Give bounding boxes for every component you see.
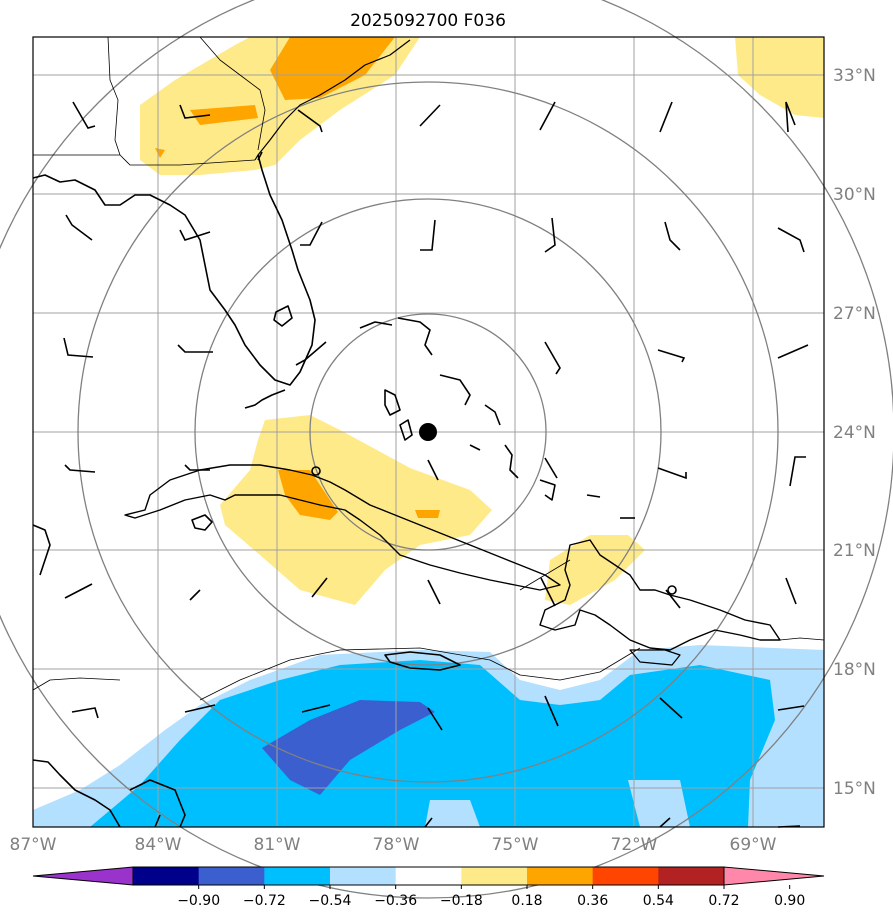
negative-anomaly-fill — [33, 645, 824, 827]
coastlines — [32, 36, 825, 828]
colorbar-segment — [658, 867, 725, 885]
positive-anomaly-fill — [140, 37, 824, 605]
colorbar-tick-label: 0.36 — [577, 893, 608, 909]
lon-label: 87°W — [10, 835, 57, 855]
colorbar-tick-label: 0.90 — [774, 893, 805, 909]
lat-label: 18°N — [833, 660, 876, 680]
lat-label: 33°N — [833, 66, 876, 86]
lon-label: 72°W — [611, 835, 658, 855]
latitude-labels: 33°N 30°N 27°N 24°N 21°N 18°N 15°N — [833, 66, 876, 799]
colorbar-segment — [461, 867, 528, 885]
range-rings — [0, 0, 893, 899]
storm-center-marker — [419, 423, 437, 441]
map-title: 2025092700 F036 — [350, 11, 506, 31]
colorbar-segment — [264, 867, 331, 885]
lat-label: 27°N — [833, 304, 876, 324]
colorbar-tick-label: −0.54 — [309, 893, 352, 909]
colorbar-segment — [198, 867, 265, 885]
lon-label: 69°W — [730, 835, 777, 855]
map-panel — [0, 0, 893, 899]
lon-label: 75°W — [492, 835, 539, 855]
colorbar-tick-label: −0.90 — [177, 893, 220, 909]
colorbar-tick-label: −0.36 — [374, 893, 417, 909]
colorbar-extend-low — [32, 866, 134, 886]
lon-label: 81°W — [254, 835, 301, 855]
lat-label: 21°N — [833, 541, 876, 561]
colorbar-tick-label: −0.72 — [243, 893, 286, 909]
colorbar-extend-high — [723, 866, 825, 886]
longitude-labels: 87°W 84°W 81°W 78°W 75°W 72°W 69°W — [10, 835, 777, 855]
lon-label: 78°W — [373, 835, 420, 855]
lat-label: 15°N — [833, 779, 876, 799]
colorbar: −0.90 −0.72 −0.54 −0.36 −0.18 0.18 0.36 0.54 0.7… — [32, 866, 825, 909]
lat-label: 24°N — [833, 423, 876, 443]
colorbar-tick-label: 0.18 — [511, 893, 542, 909]
colorbar-segment — [395, 867, 462, 885]
map-frame — [32, 36, 825, 828]
colorbar-segment — [133, 867, 200, 885]
colorbar-segment — [592, 867, 659, 885]
colorbar-segment — [527, 867, 594, 885]
lat-label: 30°N — [833, 185, 876, 205]
colorbar-tick-label: 0.72 — [708, 893, 739, 909]
colorbar-tick-label: −0.18 — [440, 893, 483, 909]
wind-barbs — [63, 101, 809, 828]
colorbar-outline — [132, 866, 725, 886]
lon-label: 84°W — [135, 835, 182, 855]
colorbar-segment — [330, 867, 397, 885]
colorbar-tick-label: 0.54 — [643, 893, 674, 909]
